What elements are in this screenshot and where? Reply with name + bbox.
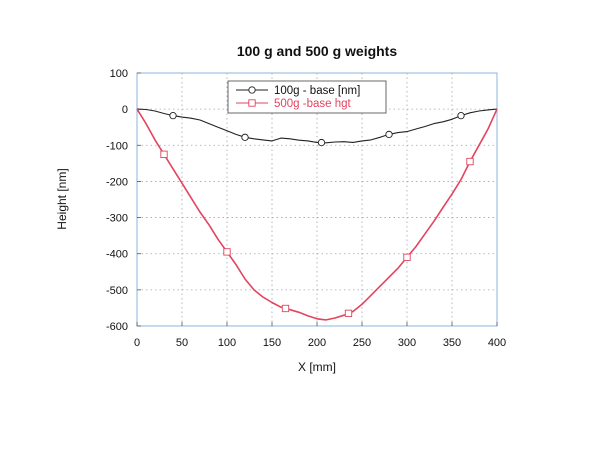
series-layer	[136, 108, 498, 321]
series-marker-1	[169, 111, 177, 120]
series-marker-1	[385, 130, 393, 139]
x-axis-label: X [mm]	[298, 360, 336, 374]
x-tick-label: 350	[443, 337, 461, 349]
series-marker-2	[281, 304, 290, 313]
x-tick-label: 100	[218, 337, 236, 349]
series-line-1	[136, 108, 498, 144]
x-tick-label: 250	[353, 337, 371, 349]
legend: 100g - base [nm]500g -base hgt	[227, 80, 387, 114]
legend-box	[227, 80, 387, 114]
y-tick-label: -500	[106, 285, 128, 297]
series-marker-2	[403, 253, 411, 261]
legend-marker-1	[248, 86, 256, 94]
x-tick-label: 400	[488, 337, 506, 349]
legend-label-2: 500g -base hgt	[274, 98, 352, 110]
axis-layer: 0 50 100 150 200 250 300 350 400 100 0 -100 -200 -300…	[106, 68, 506, 349]
legend-label-1: 100g - base [nm]	[274, 85, 360, 97]
series-marker-1	[241, 133, 249, 141]
y-tick-label: -400	[106, 249, 128, 261]
x-tick-label: 0	[134, 337, 140, 349]
y-tick-label: -600	[106, 321, 128, 333]
y-axis-label: Height [nm]	[55, 168, 69, 229]
series-marker-2	[223, 248, 231, 256]
x-tick-label: 200	[308, 337, 326, 349]
x-tick-label: 50	[176, 337, 188, 349]
x-tick-label: 300	[398, 337, 416, 349]
y-tick-label: -100	[106, 140, 128, 152]
series-marker-2	[466, 157, 474, 166]
series-marker-1	[457, 111, 465, 120]
series-line-2	[136, 108, 498, 321]
chart-title: 100 g and 500 g weights	[237, 43, 397, 59]
y-tick-label: 0	[122, 104, 128, 116]
y-tick-label: 100	[110, 68, 128, 80]
y-tick-label: -300	[106, 213, 128, 225]
legend-marker-2	[248, 99, 256, 107]
series-marker-1	[317, 138, 326, 147]
y-tick-label: -200	[106, 176, 128, 188]
x-tick-label: 150	[263, 337, 281, 349]
grid-layer	[137, 73, 497, 326]
series-marker-2	[160, 150, 168, 158]
series-marker-2	[344, 309, 353, 317]
